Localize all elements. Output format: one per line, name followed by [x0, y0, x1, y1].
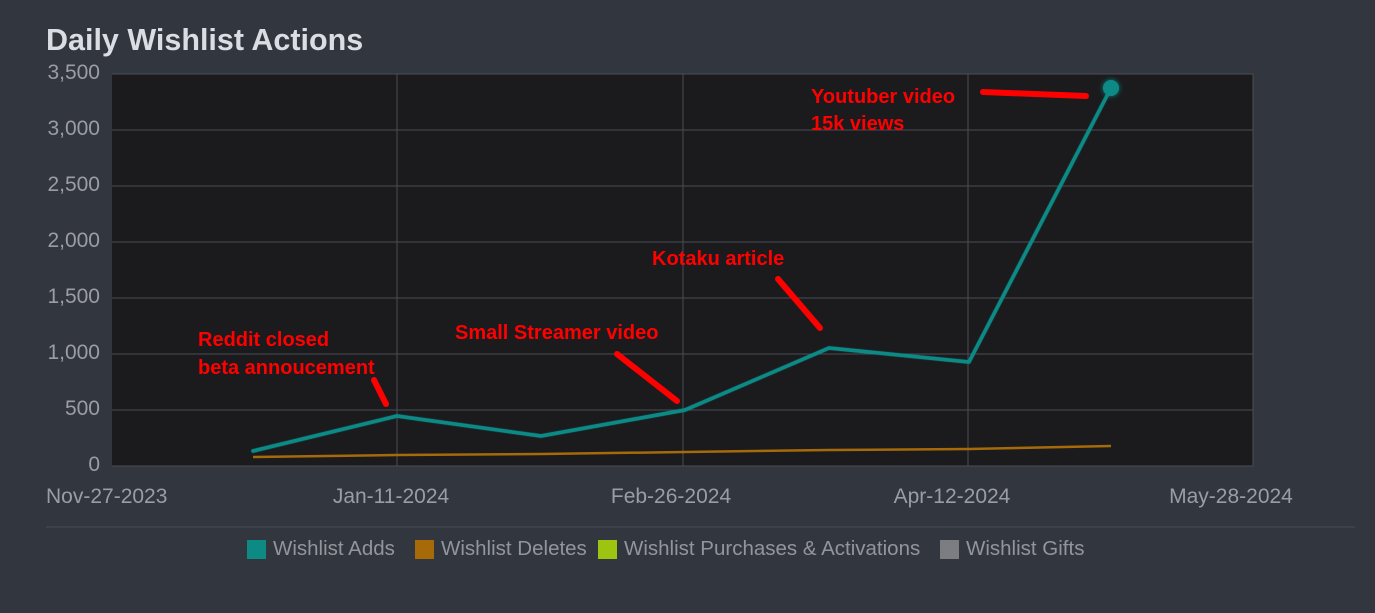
svg-text:0: 0 — [88, 453, 100, 476]
svg-text:2,000: 2,000 — [47, 229, 100, 252]
svg-text:1,000: 1,000 — [47, 341, 100, 364]
svg-text:Wishlist Purchases & Activatio: Wishlist Purchases & Activations — [624, 537, 920, 560]
svg-text:500: 500 — [65, 397, 100, 420]
svg-text:Wishlist Adds: Wishlist Adds — [273, 537, 395, 560]
svg-text:May-28-2024: May-28-2024 — [1169, 485, 1293, 508]
svg-text:3,500: 3,500 — [47, 61, 100, 84]
svg-text:Wishlist Deletes: Wishlist Deletes — [441, 537, 587, 560]
svg-text:beta annoucement: beta annoucement — [198, 357, 375, 379]
svg-text:Small Streamer video: Small Streamer video — [455, 322, 658, 344]
svg-text:2,500: 2,500 — [47, 173, 100, 196]
svg-text:Nov-27-2023: Nov-27-2023 — [46, 485, 167, 508]
svg-text:Reddit closed: Reddit closed — [198, 329, 329, 351]
svg-text:Wishlist Gifts: Wishlist Gifts — [966, 537, 1084, 560]
svg-text:Apr-12-2024: Apr-12-2024 — [894, 485, 1011, 508]
svg-text:Kotaku article: Kotaku article — [652, 248, 784, 270]
svg-text:Feb-26-2024: Feb-26-2024 — [611, 485, 732, 508]
svg-text:1,500: 1,500 — [47, 285, 100, 308]
svg-text:15k views: 15k views — [811, 113, 904, 135]
svg-text:Youtuber video: Youtuber video — [811, 86, 955, 108]
svg-text:Jan-11-2024: Jan-11-2024 — [333, 485, 450, 508]
svg-text:3,000: 3,000 — [47, 117, 100, 140]
